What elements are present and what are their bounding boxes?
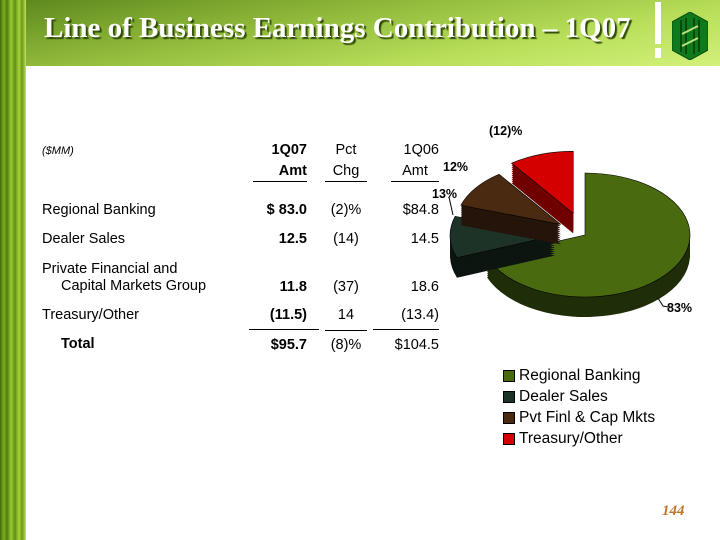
pie-slice-top (486, 172, 691, 298)
total-row: Total $95.7 (8)% $104.5 (42, 329, 439, 359)
legend-item: Pvt Finl & Cap Mkts (503, 407, 655, 428)
unit-label: ($MM) (42, 145, 74, 157)
legend-item: Treasury/Other (503, 428, 655, 449)
table-row: Private Financial and Capital Markets Gro… (42, 261, 439, 295)
pie-slice-top (510, 151, 574, 214)
data-label-pvt: 12% (443, 160, 469, 174)
title-bar (26, 0, 720, 66)
slide-title: Line of Business Earnings Contribution –… (44, 12, 631, 44)
leader-line (448, 196, 454, 216)
table-row: Dealer Sales 12.5 (14) 14.5 (42, 230, 439, 247)
data-label-dealer: 13% (432, 187, 458, 201)
header-1q07-amt: Amt (253, 163, 307, 182)
pie-slice-treasury-other (510, 151, 574, 234)
pie-slice-pvt-finl-cap-mkts (460, 173, 561, 245)
company-logo-icon (672, 12, 708, 60)
data-label-treasury: (12)% (489, 124, 523, 138)
legend-item: Regional Banking (503, 365, 655, 386)
pie-slice-dealer-sales (449, 215, 556, 278)
pie-slice-top (460, 173, 561, 225)
table-row: Treasury/Other (11.5) 14 (13.4) (42, 306, 439, 323)
table-row: Regional Banking $ 83.0 (2)% $84.8 (42, 201, 439, 218)
header-1q07: 1Q07 (271, 142, 307, 158)
leader-line (657, 297, 669, 308)
earnings-pie-chart (448, 151, 691, 317)
legend-item: Dealer Sales (503, 386, 655, 407)
earnings-table: ($MM) 1Q07 Pct 1Q06 Amt Chg Amt Regional… (42, 139, 439, 359)
data-label-regional: 83% (667, 301, 693, 315)
header-1q06-amt: Amt (391, 163, 439, 182)
divider (655, 48, 661, 58)
pie-slice-regional-banking (486, 172, 691, 317)
header-1q06: 1Q06 (403, 142, 439, 158)
chart-legend: Regional Banking Dealer Sales Pvt Finl &… (503, 365, 655, 449)
header-pct: Pct (335, 142, 357, 158)
divider (655, 2, 661, 44)
left-stripes (0, 0, 26, 540)
header-chg: Chg (325, 163, 367, 182)
page-number: 144 (662, 503, 685, 519)
